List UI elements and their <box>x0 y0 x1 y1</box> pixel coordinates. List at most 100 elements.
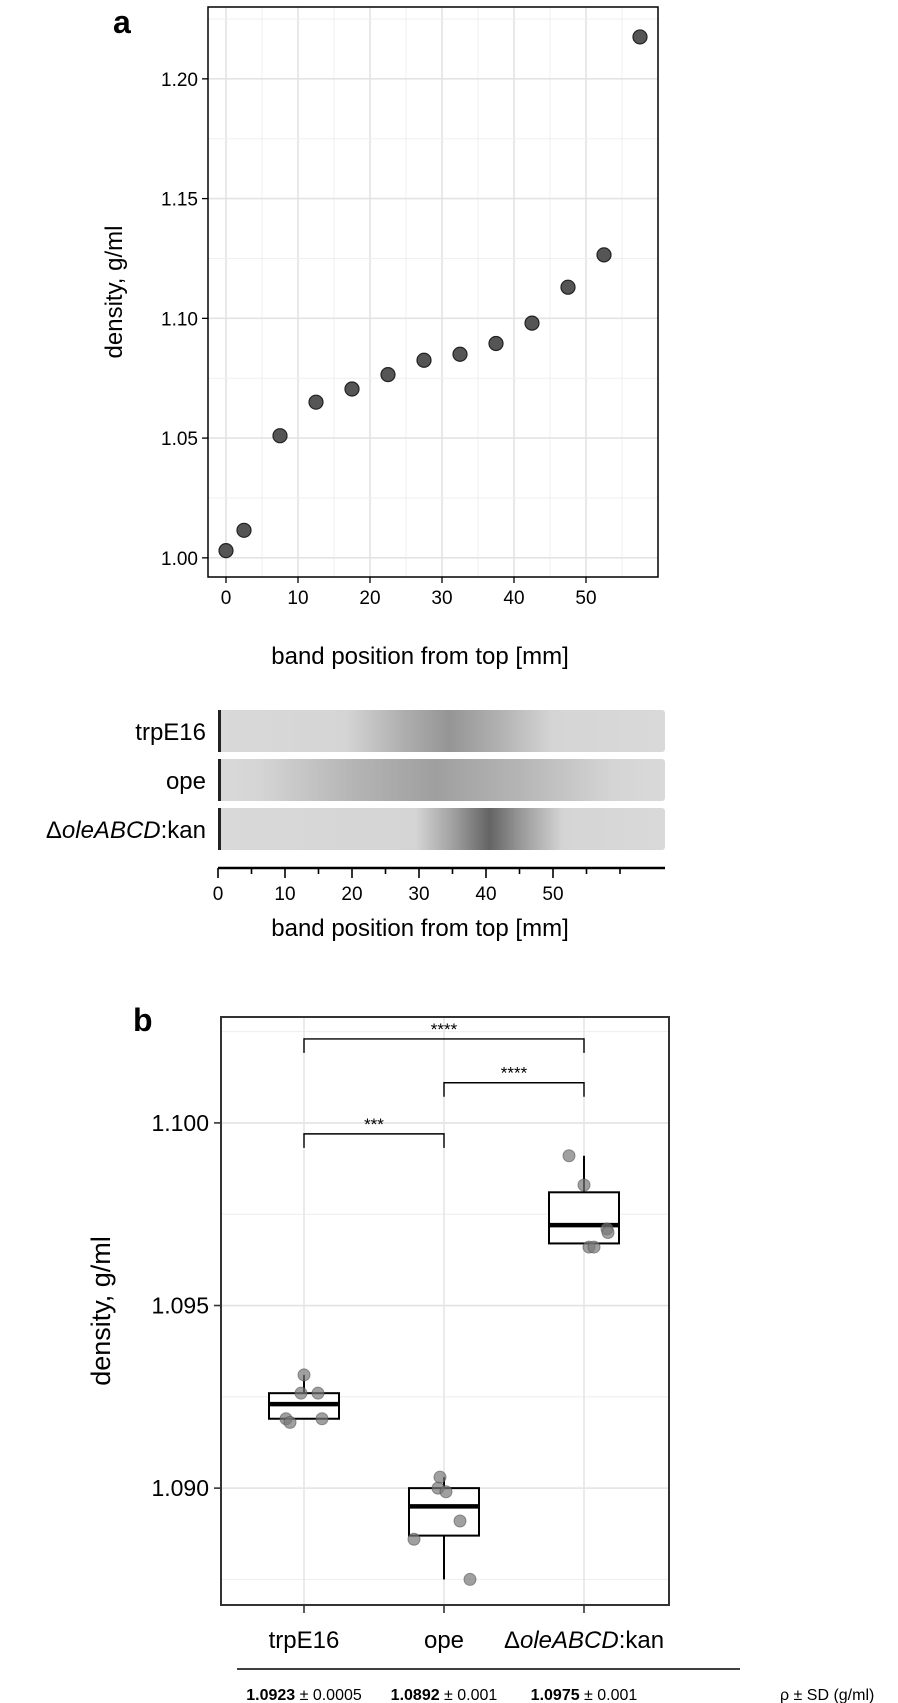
panel-a-data-point <box>524 315 540 331</box>
panel-b-data-point <box>562 1149 576 1163</box>
panel-b-y-tick-label: 1.100 <box>151 1110 209 1136</box>
panel-b-data-point <box>439 1485 453 1499</box>
gel-lane-strip <box>218 710 665 752</box>
panel-b-y-tick-label: 1.090 <box>151 1475 209 1501</box>
panel-b-box <box>268 1374 340 1420</box>
panel-b-significance-bracket: *** <box>303 1115 445 1148</box>
gel-axis-tick-label: 20 <box>341 884 362 905</box>
panel-b-bracket-line <box>443 1082 585 1097</box>
panel-b-category-label: trpE16 <box>269 1627 340 1654</box>
panel-b-significance-brackets: *********** <box>303 1020 585 1148</box>
panel-a-x-tick-label: 20 <box>359 588 380 609</box>
gel-lane: trpE16 <box>135 710 665 752</box>
panel-b-data-point <box>433 1470 447 1484</box>
panel-a-x-tick-label: 50 <box>575 588 596 609</box>
panel-b-significance-label: **** <box>431 1020 458 1039</box>
gel-lane-edge <box>218 710 221 752</box>
panel-b-data-point <box>463 1572 477 1586</box>
panel-b-significance-label: **** <box>501 1064 528 1083</box>
panel-a-data-point <box>272 428 288 444</box>
panel-b-significance-bracket: **** <box>443 1064 585 1097</box>
panel-b-y-tick-label: 1.095 <box>151 1293 209 1319</box>
panel-a-x-tick-label: 40 <box>503 588 524 609</box>
panel-a-plot-frame <box>208 7 658 577</box>
panel-b-stats-row: 1.0923 ± 0.0005 1.0892 ± 0.001 1.0975 ± 0.… <box>246 1687 637 1703</box>
gel-x-axis-title: band position from top [mm] <box>271 915 568 942</box>
panel-a-data-point <box>632 29 648 45</box>
gel-lane-edge <box>218 759 221 801</box>
panel-b-y-ticks: 1.090 1.095 1.100 <box>151 1110 221 1501</box>
gel-axis-tick-label: 10 <box>274 884 295 905</box>
panel-a-x-axis-title: band position from top [mm] <box>271 643 568 670</box>
panel-b-data-point <box>311 1386 325 1400</box>
panel-b-stat-value: 1.0892 ± 0.001 <box>391 1687 498 1703</box>
panel-a-data-point <box>416 352 432 368</box>
panel-a-data-point <box>236 522 252 538</box>
panel-a-y-tick-label: 1.15 <box>161 190 198 211</box>
panel-a-data-point <box>218 543 234 559</box>
gel-lane-edge <box>218 808 221 850</box>
panel-b-data-point <box>315 1412 329 1426</box>
panel-b-data-point <box>587 1240 601 1254</box>
panel-a-data-point <box>560 279 576 295</box>
panel-b-stat-value: 1.0975 ± 0.001 <box>531 1687 638 1703</box>
panel-b-box-iqr <box>408 1487 480 1537</box>
panel-a-points <box>218 29 648 559</box>
panel-a-x-tick-label: 30 <box>431 588 452 609</box>
panel-a-plot-border <box>207 6 659 578</box>
gel-lane-strip <box>218 808 665 850</box>
panel-b-data-point <box>294 1386 308 1400</box>
panel-a-y-tick-label: 1.10 <box>161 309 198 330</box>
panel-b-significance-bracket: **** <box>303 1020 585 1053</box>
panel-b-category-label: ΔoleABCD:kan <box>504 1627 664 1654</box>
panel-a-scatter-plot: a 0 10 20 30 40 50 1.00 1.05 1.10 1.15 1.20 band … <box>101 4 659 670</box>
panel-a-y-tick-label: 1.00 <box>161 549 198 570</box>
panel-a-x-tick-label: 0 <box>221 588 232 609</box>
panel-b-x-ticks: trpE16 ope ΔoleABCD:kan <box>269 1605 664 1654</box>
panel-b-bracket-line <box>303 1133 445 1148</box>
panel-a-x-tick-label: 10 <box>287 588 308 609</box>
panel-b-data-point <box>283 1415 297 1429</box>
gel-axis-tick-label: 30 <box>408 884 429 905</box>
panel-b-data-point <box>453 1514 467 1528</box>
gel-strips: trpE16 ope ΔoleABCD:kan <box>46 710 665 850</box>
panel-a-data-point <box>380 367 396 383</box>
panel-b-data-point <box>407 1532 421 1546</box>
panel-b-data-point <box>601 1225 615 1239</box>
gel-lane-label: ope <box>166 768 206 795</box>
panel-b-box <box>408 1477 480 1580</box>
gel-lane-label: ΔoleABCD:kan <box>46 817 206 844</box>
gel-lane-label: trpE16 <box>135 719 206 746</box>
panel-b-significance-label: *** <box>364 1115 384 1134</box>
gel-lane-strip <box>218 759 665 801</box>
panel-a-data-point <box>596 247 612 263</box>
panel-a-data-point <box>308 394 324 410</box>
panel-a-y-tick-label: 1.05 <box>161 429 198 450</box>
panel-b-y-axis-title: density, g/ml <box>86 1236 116 1386</box>
panel-a-x-ticks: 0 10 20 30 40 50 <box>221 577 597 609</box>
panel-a-data-point <box>452 346 468 362</box>
panel-a-y-ticks: 1.00 1.05 1.10 1.15 1.20 <box>161 70 208 570</box>
gel-position-axis: 0 10 20 30 40 50 <box>213 866 665 905</box>
panel-a-letter: a <box>113 4 131 40</box>
panel-b-bracket-line <box>303 1038 585 1053</box>
panel-b-points <box>279 1149 615 1586</box>
gel-axis-tick-label: 0 <box>213 884 224 905</box>
panel-a-grid <box>208 7 658 577</box>
gel-lane: ope <box>166 759 665 801</box>
gel-axis-tick-label: 40 <box>475 884 496 905</box>
panel-b-letter: b <box>133 1002 153 1038</box>
panel-b-category-label: ope <box>424 1627 464 1654</box>
panel-b-data-point <box>577 1178 591 1192</box>
panel-a-data-point <box>344 381 360 397</box>
panel-b-plot-border <box>220 1016 670 1606</box>
panel-a-y-axis-title: density, g/ml <box>101 226 128 359</box>
panel-a-y-tick-label: 1.20 <box>161 70 198 91</box>
panel-a-data-point <box>488 335 504 352</box>
panel-b-stats-label: ρ ± SD (g/ml) <box>780 1687 874 1703</box>
gel-lane: ΔoleABCD:kan <box>46 808 665 850</box>
panel-b-data-point <box>297 1368 311 1382</box>
panel-b-stat-value: 1.0923 ± 0.0005 <box>246 1687 362 1703</box>
